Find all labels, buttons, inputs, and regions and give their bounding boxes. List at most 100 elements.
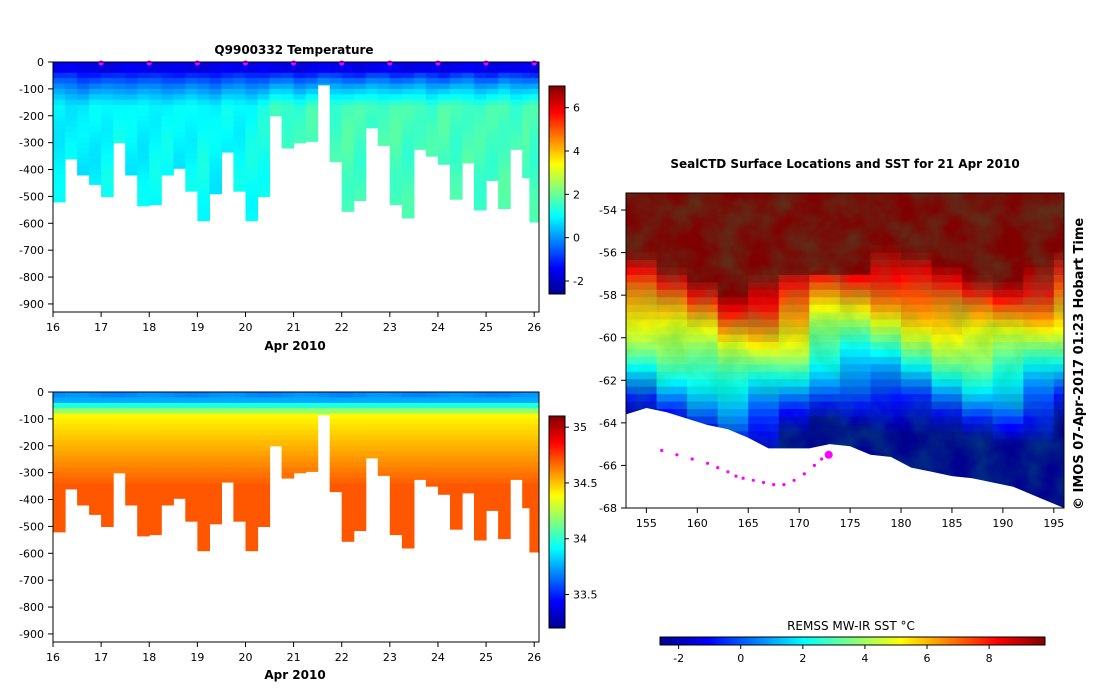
section-cell <box>425 451 439 458</box>
section-cell <box>389 461 403 468</box>
section-cell <box>293 440 307 447</box>
section-cell <box>53 418 66 425</box>
section-cell <box>245 169 259 176</box>
section-cell <box>185 504 198 511</box>
section-cell <box>149 451 162 458</box>
section-cell <box>522 164 530 171</box>
x-tick-label: 21 <box>287 651 301 664</box>
section-cell <box>89 131 102 138</box>
section-cell <box>221 72 234 79</box>
section-cell <box>401 207 415 214</box>
section-cell <box>77 456 90 463</box>
section-cell <box>89 158 102 165</box>
section-cell <box>89 435 102 441</box>
section-cell <box>101 62 114 68</box>
section-cell <box>529 83 539 90</box>
section-cell <box>209 494 222 501</box>
section-cell <box>305 105 319 111</box>
section-cell <box>281 413 295 420</box>
section-cell <box>197 137 210 144</box>
section-cell <box>125 72 138 79</box>
section-cell <box>89 121 102 128</box>
section-cell <box>113 435 126 441</box>
section-cell <box>245 402 259 409</box>
section-cell <box>245 115 259 122</box>
section-cell <box>389 142 403 149</box>
section-cell <box>173 115 186 122</box>
section-cell <box>522 467 530 474</box>
section-cell <box>137 397 150 404</box>
section-cell <box>173 397 186 404</box>
x-tick-label: 26 <box>527 651 541 664</box>
section-cell <box>401 472 415 479</box>
section-cell <box>185 158 198 165</box>
section-cell <box>125 110 138 117</box>
section-cell <box>257 472 271 479</box>
section-cell <box>137 126 150 133</box>
section-cell <box>209 137 222 144</box>
section-cell <box>450 504 463 511</box>
section-cell <box>233 461 246 468</box>
section-cell <box>498 131 511 138</box>
temperature-x-axis-title: Apr 2010 <box>264 339 325 353</box>
section-cell <box>529 131 539 138</box>
section-cell <box>341 174 355 181</box>
section-cell <box>149 392 162 398</box>
section-cell <box>365 99 379 106</box>
section-cell <box>293 424 307 431</box>
section-cell <box>377 461 391 468</box>
section-cell <box>245 110 259 117</box>
section-cell <box>161 164 174 171</box>
section-cell <box>377 94 391 101</box>
section-cell <box>173 137 186 144</box>
section-cell <box>89 467 102 474</box>
section-cell <box>425 137 439 144</box>
section-cell <box>341 110 355 117</box>
section-cell <box>529 413 539 420</box>
section-cell <box>149 445 162 452</box>
section-cell <box>498 478 511 484</box>
section-cell <box>389 526 403 533</box>
section-cell <box>486 99 499 106</box>
section-cell <box>233 408 246 415</box>
section-cell <box>173 467 186 474</box>
section-cell <box>185 445 198 452</box>
section-cell <box>529 397 539 404</box>
section-cell <box>329 472 343 479</box>
x-tick-label: 24 <box>431 321 445 334</box>
section-cell <box>510 99 523 106</box>
section-cell <box>209 418 222 425</box>
section-cell <box>185 402 198 409</box>
section-cell <box>377 105 391 111</box>
section-cell <box>209 62 222 68</box>
y-tick-label: -100 <box>19 83 44 96</box>
section-cell <box>53 445 66 452</box>
section-cell <box>161 440 174 447</box>
section-cell <box>65 67 78 74</box>
section-cell <box>425 126 439 133</box>
section-cell <box>197 110 210 117</box>
section-cell <box>89 126 102 133</box>
section-cell <box>101 445 114 452</box>
section-cell <box>341 418 355 425</box>
x-tick-label: 17 <box>94 651 108 664</box>
colorbar-tick-label: 0 <box>573 232 580 245</box>
section-cell <box>389 424 403 431</box>
section-cell <box>486 83 499 90</box>
section-cell <box>353 483 367 490</box>
section-cell <box>161 88 174 95</box>
section-cell <box>113 424 126 431</box>
section-cell <box>353 413 367 420</box>
section-cell <box>389 440 403 447</box>
section-cell <box>257 488 271 495</box>
section-cell <box>293 397 307 404</box>
section-cell <box>113 402 126 409</box>
section-cell <box>137 483 150 490</box>
section-cell <box>401 435 415 441</box>
section-cell <box>305 83 319 90</box>
section-cell <box>113 99 126 106</box>
section-cell <box>113 456 126 463</box>
section-cell <box>233 515 246 522</box>
section-cell <box>365 94 379 101</box>
section-cell <box>401 72 415 79</box>
